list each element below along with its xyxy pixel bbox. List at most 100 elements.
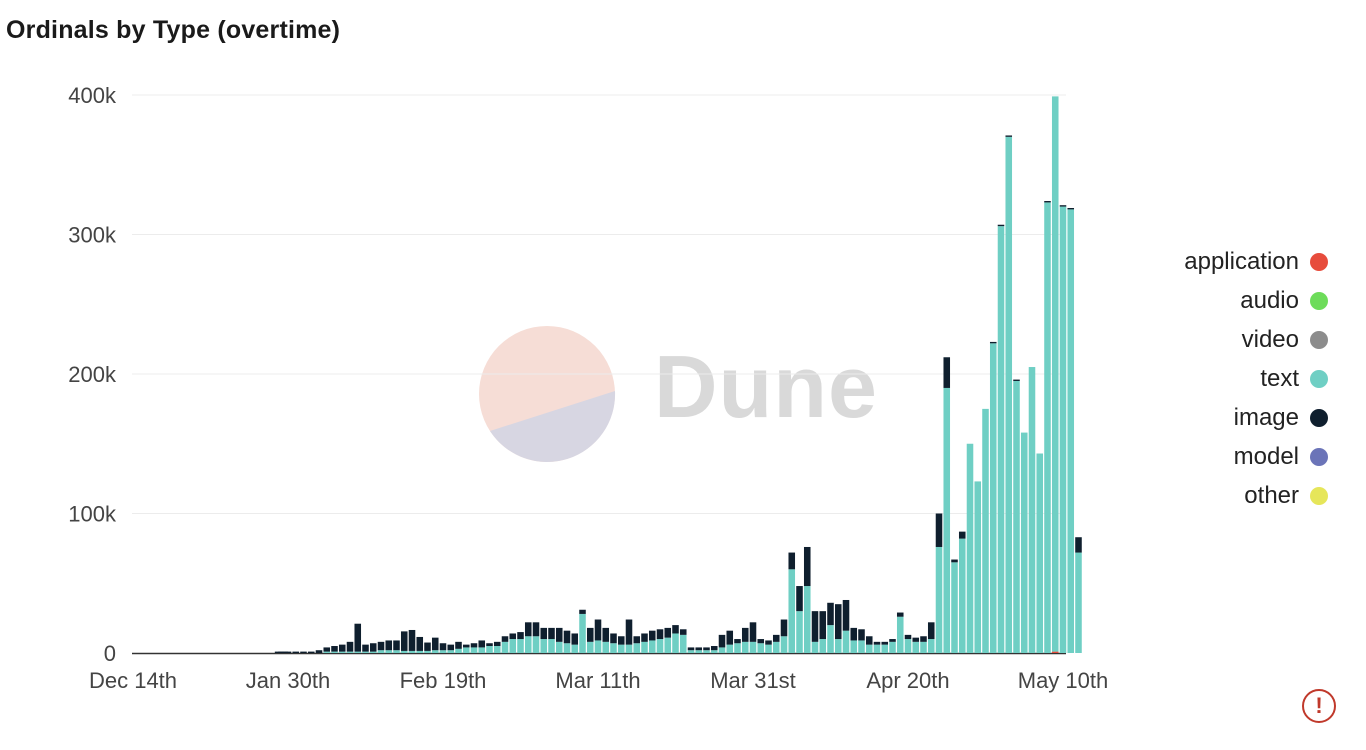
legend-item-image[interactable]: image	[1184, 398, 1328, 437]
legend-item-video[interactable]: video	[1184, 320, 1328, 359]
bar-segment-image[interactable]	[594, 619, 602, 641]
bar-segment-text[interactable]	[811, 641, 819, 653]
bar-segment-text[interactable]	[757, 643, 765, 653]
bar-segment-image[interactable]	[819, 611, 827, 640]
bar-segment-image[interactable]	[865, 636, 873, 645]
bar-segment-image[interactable]	[1013, 379, 1020, 381]
bar-segment-image[interactable]	[749, 622, 757, 642]
bar-segment-text[interactable]	[509, 639, 517, 653]
bar-segment-text[interactable]	[796, 611, 803, 653]
bar-segment-text[interactable]	[579, 613, 586, 653]
bar-segment-text[interactable]	[772, 641, 780, 653]
bar-segment-text[interactable]	[873, 644, 881, 653]
bar-segment-image[interactable]	[641, 633, 648, 642]
bar-segment-image[interactable]	[346, 641, 354, 652]
bar-segment-image[interactable]	[274, 651, 282, 653]
bar-segment-image[interactable]	[362, 644, 369, 652]
legend-item-text[interactable]: text	[1184, 359, 1328, 398]
bar-segment-image[interactable]	[300, 651, 307, 653]
bar-segment-text[interactable]	[943, 387, 951, 653]
bar-segment-text[interactable]	[517, 639, 524, 653]
bar-segment-text[interactable]	[540, 639, 548, 653]
bar-segment-image[interactable]	[532, 622, 540, 637]
bar-segment-image[interactable]	[393, 640, 400, 651]
bar-segment-text[interactable]	[338, 651, 346, 653]
alert-icon[interactable]: !	[1302, 689, 1336, 723]
bar-segment-text[interactable]	[555, 641, 563, 653]
bar-segment-image[interactable]	[780, 619, 788, 637]
bar-segment-text[interactable]	[486, 646, 493, 653]
bar-segment-image[interactable]	[478, 640, 486, 648]
bar-segment-text[interactable]	[641, 641, 648, 653]
bar-segment-text[interactable]	[881, 644, 889, 653]
bar-segment-text[interactable]	[1044, 202, 1051, 654]
bar-segment-text[interactable]	[656, 639, 664, 653]
bar-segment-text[interactable]	[617, 644, 625, 653]
bar-segment-text[interactable]	[974, 481, 982, 653]
bar-segment-image[interactable]	[935, 513, 943, 547]
bar-segment-text[interactable]	[478, 647, 486, 653]
bar-segment-image[interactable]	[447, 644, 455, 651]
bar-segment-image[interactable]	[602, 627, 610, 642]
bar-segment-image[interactable]	[493, 641, 501, 647]
bar-segment-image[interactable]	[687, 647, 695, 651]
bar-segment-text[interactable]	[462, 647, 470, 653]
bar-segment-image[interactable]	[416, 636, 424, 651]
bar-segment-text[interactable]	[958, 538, 966, 653]
bar-segment-text[interactable]	[749, 641, 757, 653]
bar-segment-image[interactable]	[904, 634, 912, 640]
bar-segment-text[interactable]	[470, 647, 478, 653]
bar-segment-text[interactable]	[501, 641, 509, 653]
bar-segment-image[interactable]	[338, 644, 346, 652]
bar-segment-image[interactable]	[455, 641, 462, 649]
bar-segment-image[interactable]	[703, 647, 710, 651]
bar-segment-text[interactable]	[439, 650, 447, 653]
bar-segment-image[interactable]	[509, 633, 517, 640]
bar-segment-image[interactable]	[648, 630, 656, 641]
bar-segment-image[interactable]	[408, 629, 416, 651]
bar-segment-text[interactable]	[346, 651, 354, 653]
bar-segment-image[interactable]	[385, 640, 393, 651]
bar-segment-image[interactable]	[803, 546, 811, 587]
bar-segment-text[interactable]	[850, 640, 858, 653]
bar-segment-text[interactable]	[455, 648, 462, 653]
bar-segment-image[interactable]	[734, 639, 741, 644]
bar-segment-text[interactable]	[369, 651, 377, 653]
bar-segment-image[interactable]	[548, 627, 555, 640]
bar-segment-text[interactable]	[951, 562, 958, 653]
bar-segment-text[interactable]	[997, 226, 1005, 653]
bar-segment-image[interactable]	[741, 627, 749, 642]
bar-segment-text[interactable]	[1067, 209, 1075, 653]
bar-segment-image[interactable]	[679, 629, 687, 635]
bar-segment-image[interactable]	[920, 636, 927, 642]
bar-segment-application[interactable]	[1051, 651, 1059, 653]
bar-segment-text[interactable]	[788, 569, 796, 653]
bar-segment-text[interactable]	[354, 651, 362, 653]
bar-segment-image[interactable]	[462, 644, 470, 648]
bar-segment-text[interactable]	[920, 641, 927, 653]
bar-segment-image[interactable]	[501, 636, 509, 642]
bar-segment-text[interactable]	[563, 643, 571, 653]
bar-segment-text[interactable]	[935, 546, 943, 653]
bar-segment-text[interactable]	[889, 641, 896, 653]
bar-segment-image[interactable]	[400, 631, 408, 651]
bar-segment-image[interactable]	[827, 602, 834, 626]
bar-segment-text[interactable]	[904, 639, 912, 653]
bar-segment-text[interactable]	[989, 343, 997, 653]
bar-segment-text[interactable]	[393, 650, 400, 653]
bar-segment-text[interactable]	[323, 651, 331, 653]
bar-segment-image[interactable]	[842, 599, 850, 631]
bar-segment-image[interactable]	[858, 629, 865, 641]
bar-segment-text[interactable]	[424, 650, 431, 653]
bar-segment-image[interactable]	[718, 634, 726, 648]
bar-segment-text[interactable]	[710, 650, 718, 653]
bar-segment-text[interactable]	[416, 650, 424, 653]
bar-segment-image[interactable]	[710, 646, 718, 651]
bar-segment-image[interactable]	[524, 622, 532, 637]
bar-segment-text[interactable]	[827, 625, 834, 653]
bar-segment-text[interactable]	[594, 640, 602, 653]
legend-item-audio[interactable]: audio	[1184, 281, 1328, 320]
bar-segment-text[interactable]	[532, 636, 540, 653]
bar-segment-image[interactable]	[307, 651, 315, 653]
bar-segment-image[interactable]	[377, 641, 385, 651]
